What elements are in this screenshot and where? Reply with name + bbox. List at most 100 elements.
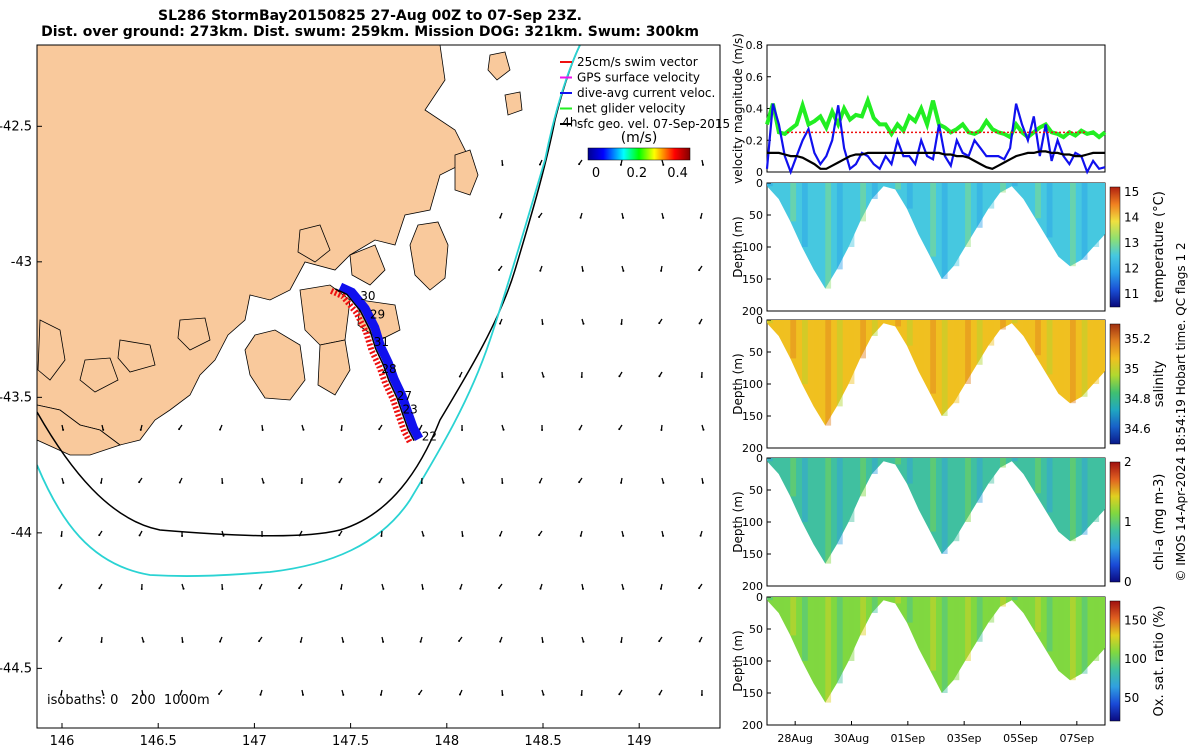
map-xtick-label: 147 bbox=[242, 734, 267, 749]
vector-arrow-head bbox=[582, 322, 585, 325]
land-polygon bbox=[37, 404, 121, 456]
vector-arrow-head bbox=[138, 481, 141, 484]
vector-arrow-head bbox=[181, 640, 184, 643]
vector-arrow-head bbox=[182, 587, 185, 590]
colorbar-tick: 2 bbox=[1124, 455, 1132, 469]
section-texture bbox=[778, 320, 785, 336]
vector-arrow-head bbox=[622, 216, 625, 219]
section-texture bbox=[965, 597, 971, 661]
vector-arrow-head bbox=[258, 587, 261, 590]
vector-arrow-head bbox=[418, 693, 421, 696]
vector-arrow-head bbox=[461, 534, 464, 537]
vector-arrow-head bbox=[60, 693, 63, 696]
section-ytick-label: 50 bbox=[749, 484, 763, 497]
vector-arrow-head bbox=[618, 375, 621, 378]
section-ylabel: Depth (m) bbox=[731, 216, 745, 277]
section-texture bbox=[1070, 458, 1076, 542]
map-xtick-label: 146 bbox=[50, 734, 75, 749]
legend-label: GPS surface velocity bbox=[577, 71, 700, 85]
vector-arrow-head bbox=[100, 640, 103, 643]
vector-arrow-head bbox=[221, 481, 224, 484]
section-ylabel: Depth (m) bbox=[731, 491, 745, 552]
section-texture bbox=[790, 458, 797, 497]
vector-arrow-head bbox=[658, 693, 661, 696]
section-texture bbox=[1035, 597, 1041, 633]
section-ytick-label: 200 bbox=[742, 305, 763, 318]
vector-arrow-head bbox=[700, 375, 703, 378]
colorbar-tick: 34.6 bbox=[1124, 422, 1151, 436]
section-texture bbox=[976, 320, 983, 365]
vector-arrow-head bbox=[658, 322, 661, 325]
land-polygon bbox=[409, 221, 449, 291]
section-texture bbox=[813, 597, 820, 684]
vector-arrow-head bbox=[658, 640, 661, 643]
colorbar-tick: 100 bbox=[1124, 652, 1147, 666]
vector-arrow-head bbox=[541, 428, 544, 431]
colorbar-tick-label: 0.2 bbox=[626, 166, 647, 181]
section-texture bbox=[930, 597, 936, 671]
vector-arrow-head bbox=[420, 481, 423, 484]
section-ytick-label: 200 bbox=[742, 442, 763, 455]
vector-arrow-head bbox=[539, 587, 542, 590]
section-texture bbox=[825, 320, 832, 426]
vector-arrow-head bbox=[662, 216, 665, 219]
section-texture bbox=[790, 183, 797, 222]
section-texture bbox=[860, 458, 866, 497]
track-annotation: 22 bbox=[422, 430, 437, 444]
vector-arrow-head bbox=[579, 534, 582, 537]
vector-arrow-head bbox=[499, 322, 502, 325]
section-texture bbox=[1093, 597, 1100, 661]
vector-arrow-head bbox=[699, 534, 702, 537]
vector-arrow-head bbox=[578, 163, 581, 166]
section-texture bbox=[848, 183, 855, 247]
vector-arrow-head bbox=[382, 587, 385, 590]
section-texture bbox=[953, 458, 960, 542]
section-ylabel: Depth (m) bbox=[731, 630, 745, 691]
vector-arrow-head bbox=[221, 587, 224, 590]
vector-arrow-head bbox=[142, 640, 145, 643]
time-axis: 28Aug 30Aug 01Sep 03Sep 05Sep 07Sep bbox=[777, 721, 1094, 745]
vector-arrow-head bbox=[538, 481, 541, 484]
vector-arrow-head bbox=[499, 534, 502, 537]
section-texture bbox=[778, 183, 785, 199]
swim-vector-band bbox=[329, 288, 413, 445]
time-tick-label: 07Sep bbox=[1059, 732, 1094, 745]
section-texture bbox=[1035, 458, 1041, 494]
vector-arrow-head bbox=[218, 693, 221, 696]
land-polygon bbox=[117, 339, 156, 373]
vel-ytick-label: 0.8 bbox=[746, 39, 764, 52]
section-texture bbox=[1070, 597, 1076, 681]
section-texture bbox=[790, 597, 797, 636]
vector-arrow-head bbox=[302, 693, 305, 696]
vector-arrow-head bbox=[138, 534, 141, 537]
section-fill bbox=[767, 183, 1105, 289]
vector-arrow-head bbox=[499, 640, 502, 643]
section-texture bbox=[836, 320, 843, 407]
colorbar-tick: 35.2 bbox=[1124, 332, 1151, 346]
colorbar-tick: 15 bbox=[1124, 185, 1139, 199]
section-texture bbox=[1046, 597, 1053, 652]
land-polygon bbox=[317, 339, 351, 396]
section-fill bbox=[767, 320, 1105, 426]
vector-arrow-head bbox=[140, 587, 143, 590]
vector-arrow-head bbox=[499, 216, 502, 219]
land-polygon bbox=[297, 224, 331, 263]
section-texture bbox=[930, 183, 936, 257]
vector-arrow-head bbox=[659, 587, 662, 590]
section-texture bbox=[1023, 458, 1030, 474]
vector-arrow-head bbox=[582, 640, 585, 643]
vector-arrow-head bbox=[338, 534, 341, 537]
section-texture bbox=[930, 320, 936, 394]
vector-arrow-head bbox=[179, 693, 182, 696]
vector-arrow-head bbox=[380, 534, 383, 537]
vector-arrow-head bbox=[701, 481, 704, 484]
land-polygon bbox=[504, 91, 523, 116]
vector-arrow-head bbox=[98, 587, 101, 590]
vector-arrow-head bbox=[178, 481, 181, 484]
section-texture bbox=[1011, 320, 1018, 324]
section-texture bbox=[965, 320, 971, 384]
colorbar-tick: 0 bbox=[1124, 575, 1132, 589]
section-ytick-label: 200 bbox=[742, 580, 763, 593]
vector-arrow-head bbox=[662, 534, 665, 537]
